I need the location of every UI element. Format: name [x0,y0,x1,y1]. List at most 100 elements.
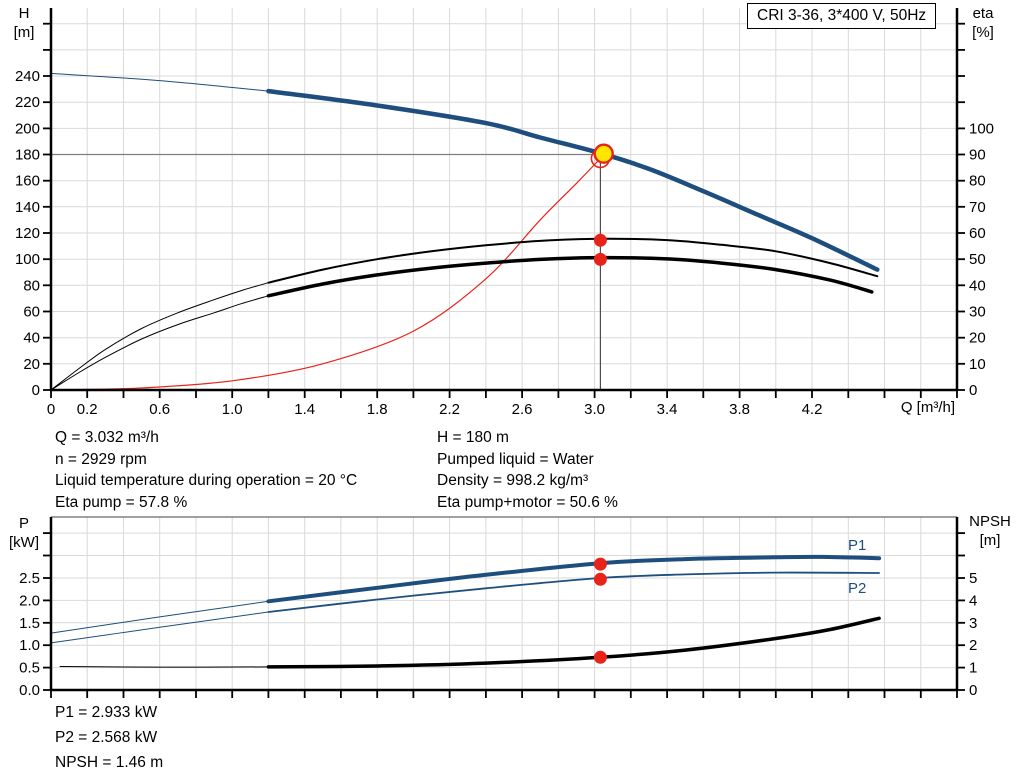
svg-text:2.5: 2.5 [19,570,40,587]
h-axis-label: H [m] [4,4,44,42]
operating-point[interactable] [593,143,614,164]
svg-text:180: 180 [15,147,40,164]
hq-eta-chart-tick-labels: 0 0.2 0.6 1.0 1.4 1.8 2.2 2.6 3.0 3.4 3.8 4.2 0 20 40 6… [15,68,994,418]
q-axis-label: Q [m³/h] [900,399,955,416]
info-eta-pump-motor: Eta pump+motor = 50.6 % [437,494,618,512]
power-npsh-chart-tick-labels: 0.0 0.5 1.0 1.5 2.0 2.5 0 1 2 3 4 5 [19,570,977,699]
svg-text:3.8: 3.8 [729,401,750,418]
svg-text:1.8: 1.8 [367,401,388,418]
svg-text:3: 3 [969,615,977,632]
eta-axis-label: eta [%] [963,4,1003,42]
system-curve [68,157,601,391]
svg-text:4: 4 [969,592,977,609]
info-q: Q = 3.032 m³/h [55,429,159,446]
p1-point [593,557,607,571]
hq-eta-chart-grid [51,8,957,390]
hq-eta-chart: 0 0.2 0.6 1.0 1.4 1.8 2.2 2.6 3.0 3.4 3.8 4.2 0 20 40 6… [15,8,994,418]
eta-pump-motor-curve-thin [50,295,269,391]
info-head: H = 180 m [437,429,509,446]
npsh-curve-thin [59,666,269,668]
info-liquid-temp: Liquid temperature during operation = 20… [55,472,358,490]
svg-text:4.2: 4.2 [802,401,823,418]
svg-text:160: 160 [15,173,40,190]
npsh-curve [266,616,881,669]
svg-text:70: 70 [969,199,986,216]
info-pumped-liquid: Pumped liquid = Water [437,450,594,468]
power-npsh-chart: 0.0 0.5 1.0 1.5 2.0 2.5 0 1 2 3 4 5 [19,516,977,699]
svg-text:3.4: 3.4 [657,401,678,418]
svg-text:140: 140 [15,199,40,216]
svg-text:1.0: 1.0 [19,637,40,654]
eta-axis-symbol: eta [972,5,994,22]
svg-text:40: 40 [969,277,986,294]
pump-title-box: CRI 3-36, 3*400 V, 50Hz [747,3,937,29]
p1-curve [266,554,882,604]
info-p1: P1 = 2.933 kW [55,704,158,721]
svg-text:0.2: 0.2 [77,401,98,418]
p1-series-label: P1 [848,537,867,554]
svg-text:2: 2 [969,637,977,654]
svg-text:0: 0 [969,682,977,699]
eta-pump-motor-point [593,252,607,266]
p2-series-label: P2 [848,580,867,597]
svg-text:10: 10 [969,356,986,373]
info-density: Density = 998.2 kg/m³ [437,472,589,490]
svg-text:60: 60 [969,225,986,242]
info-eta-pump: Eta pump = 57.8 % [55,494,188,512]
svg-text:120: 120 [15,225,40,242]
power-info-block: P1 = 2.933 kW P2 = 2.568 kW NPSH = 1.46 … [55,700,163,775]
svg-text:90: 90 [969,147,986,164]
p-axis-unit: [kW] [9,534,39,551]
eta-axis-unit: [%] [972,24,994,41]
svg-text:0.6: 0.6 [149,401,170,418]
svg-text:80: 80 [23,277,40,294]
npsh-point [593,650,607,664]
svg-text:40: 40 [23,330,40,347]
svg-text:100: 100 [969,120,994,137]
svg-text:2.6: 2.6 [512,401,533,418]
eta-pump-curve-thin [50,282,269,391]
p-axis-symbol: P [18,515,29,532]
svg-text:50: 50 [969,251,986,268]
svg-text:220: 220 [15,94,40,111]
svg-text:0: 0 [32,382,40,399]
p2-curve-thin [50,611,269,644]
svg-text:0: 0 [969,382,977,399]
info-speed: n = 2929 rpm [55,450,147,468]
npsh-axis-symbol: NPSH [969,513,1011,530]
info-p2: P2 = 2.568 kW [55,729,158,746]
svg-text:240: 240 [15,68,40,85]
svg-text:200: 200 [15,120,40,137]
qh-curve-thin [50,72,269,92]
h-axis-symbol: H [18,5,30,22]
eta-pump-motor-curve [266,255,874,298]
svg-text:0.0: 0.0 [19,682,40,699]
svg-text:5: 5 [969,570,977,587]
eta-pump-curve [267,237,879,284]
duty-info-right: H = 180 m Pumped liquid = Water Density … [437,427,618,514]
duty-info-left: Q = 3.032 m³/h n = 2929 rpm Liquid tempe… [55,427,357,514]
svg-text:80: 80 [969,173,986,190]
p-axis-label: P [kW] [2,514,46,552]
npsh-axis-label: NPSH [m] [961,512,1019,550]
p1-curve-thin [50,600,269,634]
h-axis-unit: [m] [13,24,35,41]
power-npsh-chart-grid [51,517,957,690]
svg-text:30: 30 [969,304,986,321]
svg-text:2.0: 2.0 [19,592,40,609]
eta-pump-point [593,233,607,247]
npsh-axis-unit: [m] [979,532,1001,549]
svg-text:1: 1 [969,660,977,677]
svg-text:2.2: 2.2 [439,401,460,418]
p2-point [593,572,607,586]
svg-text:20: 20 [969,330,986,347]
svg-text:60: 60 [23,304,40,321]
info-npsh: NPSH = 1.46 m [55,754,164,771]
svg-text:1.0: 1.0 [222,401,243,418]
svg-text:3.0: 3.0 [584,401,605,418]
svg-text:20: 20 [23,356,40,373]
svg-text:100: 100 [15,251,40,268]
svg-text:0.5: 0.5 [19,660,40,677]
svg-text:1.5: 1.5 [19,615,40,632]
